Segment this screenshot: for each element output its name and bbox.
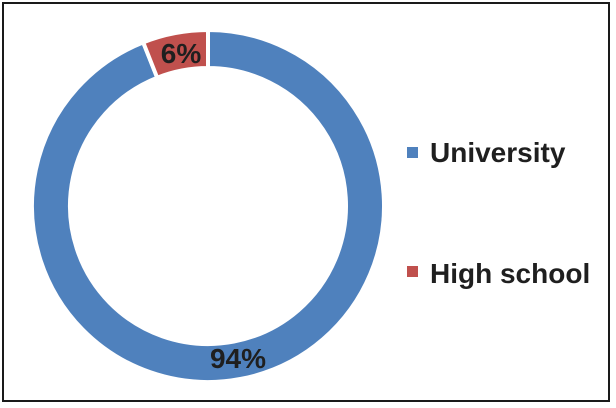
donut-slice-high-school bbox=[140, 27, 210, 81]
legend-swatch-university bbox=[407, 147, 418, 158]
data-label-high-school: 6% bbox=[161, 38, 202, 69]
donut-slice-university bbox=[30, 27, 386, 384]
data-label-university: 94% bbox=[210, 343, 266, 374]
legend-label-university: University bbox=[430, 137, 566, 168]
legend: University High school bbox=[407, 137, 590, 289]
legend-label-high-school: High school bbox=[430, 258, 590, 289]
legend-swatch-high-school bbox=[407, 266, 418, 277]
donut-slices bbox=[30, 27, 386, 384]
data-labels: 94% 6% bbox=[161, 38, 266, 374]
